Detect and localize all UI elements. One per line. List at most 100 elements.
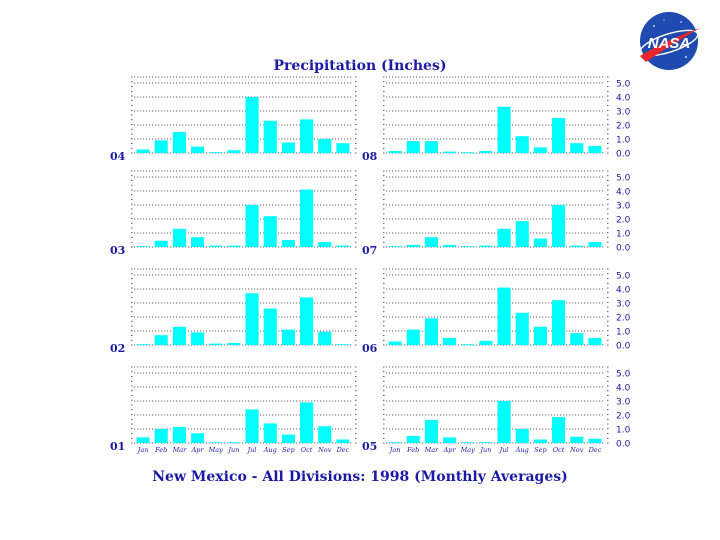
x-tick-label: Apr	[443, 446, 457, 454]
bar-05-dec	[588, 438, 602, 443]
bar-01-apr	[191, 433, 205, 443]
bar-06-sep	[533, 326, 547, 345]
bar-07-may	[461, 246, 475, 247]
y-tick-label: 0.0	[616, 150, 631, 160]
bar-08-may	[461, 152, 475, 153]
bar-03-may	[209, 245, 223, 247]
panel-03: 03	[110, 170, 357, 257]
division-label: 02	[110, 342, 125, 355]
bar-03-dec	[336, 245, 350, 247]
bar-06-feb	[406, 329, 420, 345]
bar-04-may	[209, 152, 223, 153]
bar-08-apr	[443, 151, 457, 153]
y-tick-label: 1.0	[616, 136, 631, 146]
division-label: 06	[362, 342, 378, 355]
bar-02-may	[209, 343, 223, 345]
bar-04-dec	[336, 143, 350, 153]
bar-08-feb	[406, 141, 420, 153]
bar-04-oct	[300, 119, 314, 153]
division-label: 03	[110, 244, 125, 257]
x-tick-label: Jul	[498, 446, 509, 454]
x-tick-label: Dec	[336, 446, 350, 454]
x-tick-label: Oct	[301, 446, 313, 454]
bar-01-jun	[227, 442, 241, 443]
bar-01-mar	[172, 426, 186, 443]
y-tick-label: 4.0	[616, 94, 631, 104]
bar-01-nov	[318, 426, 332, 443]
bar-06-oct	[552, 300, 566, 345]
division-label: 04	[110, 150, 126, 163]
y-tick-label: 1.0	[616, 230, 631, 240]
bar-01-jan	[136, 437, 150, 443]
x-tick-label: Jun	[226, 446, 239, 454]
bar-02-sep	[281, 329, 295, 345]
bar-08-nov	[570, 143, 584, 153]
x-tick-label: Nov	[569, 446, 584, 454]
bar-08-jan	[388, 150, 402, 153]
bar-07-aug	[515, 221, 529, 247]
bar-02-jan	[136, 344, 150, 345]
bar-06-nov	[570, 333, 584, 345]
y-tick-label: 2.0	[616, 216, 631, 226]
y-tick-label: 5.0	[616, 272, 631, 282]
bar-03-jan	[136, 246, 150, 247]
bar-07-feb	[406, 244, 420, 247]
bar-07-jan	[388, 246, 402, 247]
y-tick-label: 2.0	[616, 412, 631, 422]
bar-06-dec	[588, 338, 602, 345]
bar-07-nov	[570, 245, 584, 247]
panel-02: 02	[110, 268, 357, 355]
bar-04-nov	[318, 139, 332, 153]
chart-title: Precipitation (Inches)	[274, 58, 447, 74]
bar-08-sep	[533, 147, 547, 153]
bar-05-jun	[479, 442, 493, 443]
panel-01: 01 Jan Feb Mar Apr May Jun Jul Aug Sep Oct Nov Dec	[110, 366, 357, 454]
bar-08-dec	[588, 146, 602, 153]
bar-01-aug	[263, 423, 277, 443]
x-tick-label: Jun	[478, 446, 491, 454]
x-tick-label: Nov	[317, 446, 332, 454]
bar-03-mar	[172, 228, 186, 247]
bar-08-mar	[424, 141, 438, 153]
bar-07-jun	[479, 245, 493, 247]
bar-05-apr	[443, 437, 457, 443]
bar-06-jul	[497, 287, 511, 345]
x-tick-label: Mar	[172, 446, 188, 454]
x-tick-label: Jan	[136, 446, 149, 454]
bar-04-sep	[281, 142, 295, 153]
y-tick-label: 4.0	[616, 384, 631, 394]
bar-04-jun	[227, 150, 241, 153]
y-tick-label: 2.0	[616, 122, 631, 132]
y-tick-label: 1.0	[616, 328, 631, 338]
bar-03-apr	[191, 237, 205, 247]
panel-05: 05 5.0 4.0 3.0 2.0 1.0 0.0 Jan Feb Mar Apr May Jun Ju…	[362, 366, 631, 454]
chart-footer: New Mexico - All Divisions: 1998 (Monthl…	[152, 469, 567, 485]
x-tick-label: Aug	[515, 446, 529, 454]
bar-03-feb	[154, 240, 168, 247]
x-tick-label: Jul	[246, 446, 257, 454]
bar-04-mar	[172, 132, 186, 153]
bar-06-mar	[424, 318, 438, 345]
x-tick-label: May	[208, 446, 224, 454]
nasa-logo-text: NASA	[648, 35, 691, 52]
panel-04: 04	[110, 76, 357, 163]
bar-07-oct	[552, 205, 566, 247]
division-label: 05	[362, 440, 377, 453]
y-tick-label: 0.0	[616, 244, 631, 254]
x-tick-label: Sep	[282, 446, 295, 454]
bar-02-jun	[227, 342, 241, 345]
bar-01-sep	[281, 434, 295, 443]
x-tick-label: Apr	[191, 446, 205, 454]
bar-03-aug	[263, 216, 277, 247]
y-tick-label: 0.0	[616, 440, 631, 450]
bar-02-dec	[336, 344, 350, 345]
nasa-logo-chevron	[640, 28, 700, 62]
x-tick-label: Aug	[263, 446, 277, 454]
bar-02-mar	[172, 326, 186, 345]
x-tick-label: May	[460, 446, 476, 454]
bar-02-feb	[154, 335, 168, 345]
y-tick-label: 2.0	[616, 314, 631, 324]
bar-06-may	[461, 344, 475, 345]
x-tick-label: Feb	[154, 446, 167, 454]
x-tick-label: Jan	[388, 446, 401, 454]
